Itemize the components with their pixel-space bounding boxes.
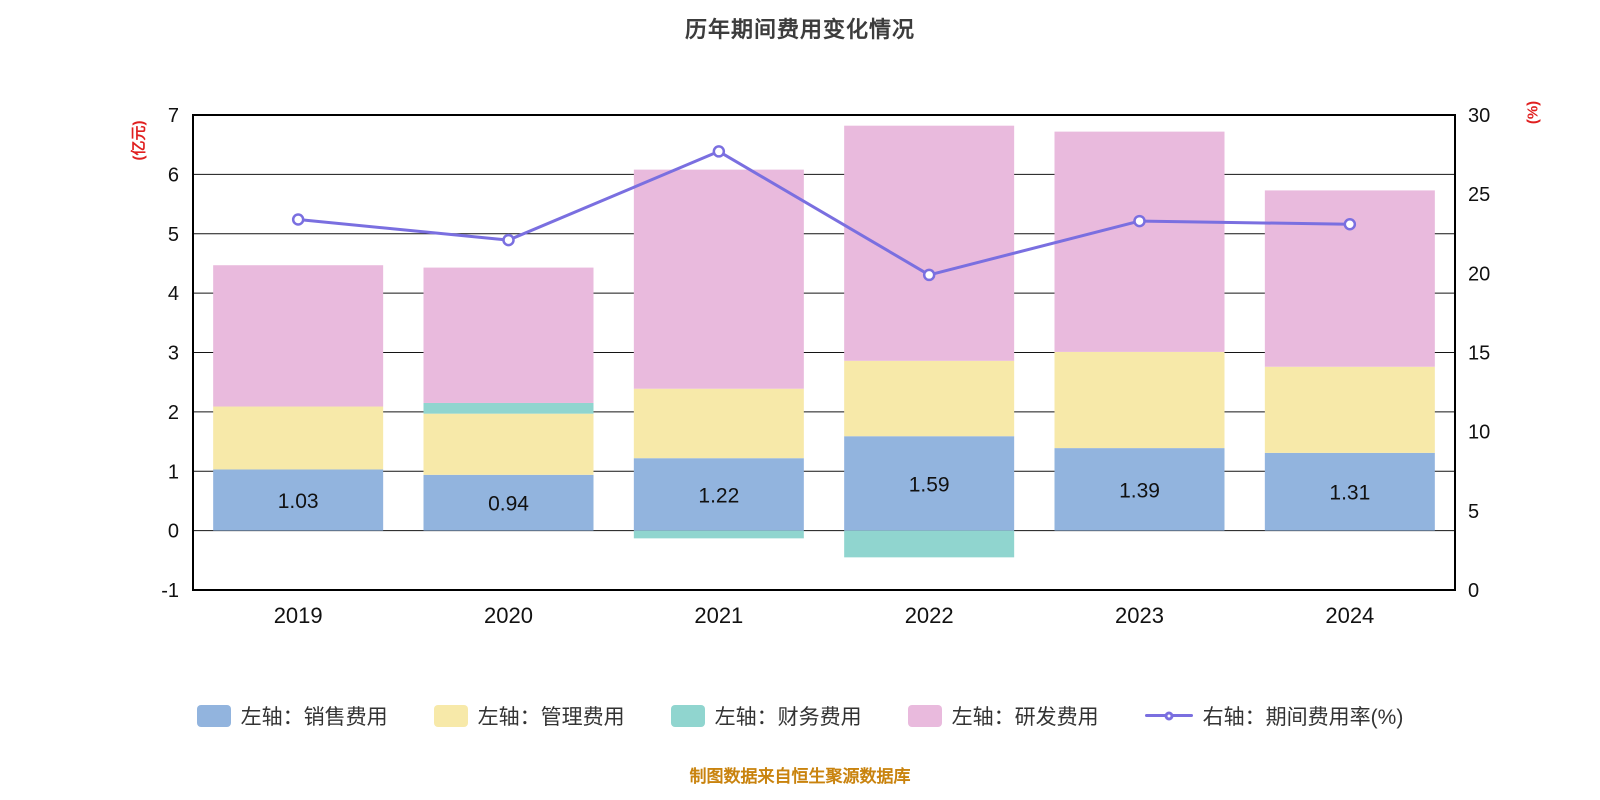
bar-segment-2022-s2: [844, 530, 1015, 558]
right-tick-label: 20: [1468, 263, 1490, 285]
rate-point-2021: [712, 145, 726, 158]
right-tick-label: 10: [1468, 422, 1490, 444]
bar-segment-2019-s3: [213, 265, 384, 407]
bar-value-label-2024: 1.31: [1329, 482, 1370, 505]
legend-item-bar-1[interactable]: 左轴：管理费用: [433, 701, 625, 731]
bar-segment-2021-s1: [633, 388, 804, 459]
legend-swatch: [196, 705, 231, 727]
bar-segment-2020-s3: [423, 267, 594, 403]
bar-segment-2020-s2: [423, 402, 594, 414]
legend-label: 右轴：期间费用率(%): [1202, 706, 1404, 729]
legend-swatch: [907, 705, 942, 727]
bar-segment-2021-s2: [633, 530, 804, 539]
left-tick-label: 7: [168, 105, 179, 127]
left-tick-label: -1: [161, 580, 179, 602]
legend-item-bar-0[interactable]: 左轴：销售费用: [196, 701, 388, 731]
bar-segment-2019-s0: [213, 469, 384, 531]
rate-point-2024: [1343, 218, 1357, 231]
right-tick-label: 30: [1468, 105, 1490, 127]
legend: 左轴：销售费用 左轴：管理费用 左轴：财务费用 左轴：研发费用 右轴：期间费用率(%): [0, 701, 1600, 731]
source-note: 制图数据来自恒生聚源数据库: [689, 767, 911, 786]
bar-segment-2019-s1: [213, 406, 384, 470]
legend-item-bar-2[interactable]: 左轴：财务费用: [670, 701, 862, 731]
legend-item-bar-3[interactable]: 左轴：研发费用: [907, 701, 1099, 731]
left-tick-label: 1: [168, 461, 179, 483]
bar-segment-2021-s0: [633, 458, 804, 531]
legend-label: 左轴：研发费用: [951, 706, 1099, 729]
right-tick-label: 25: [1468, 184, 1490, 206]
x-tick-label-2019: 2019: [274, 603, 323, 628]
rate-point-2022: [922, 268, 936, 282]
bar-value-label-2022: 1.59: [909, 473, 950, 496]
bar-segment-2020-s1: [423, 413, 594, 475]
legend-swatch: [670, 705, 705, 727]
bar-segment-2023-s0: [1054, 448, 1225, 531]
bar-segment-2022-s3: [844, 125, 1015, 361]
x-tick-label-2021: 2021: [694, 603, 743, 628]
legend-line-marker: [1144, 705, 1193, 727]
bar-segment-2022-s1: [844, 360, 1015, 437]
bar-segment-2023-s3: [1054, 131, 1225, 352]
bar-segment-2024-s0: [1264, 452, 1435, 531]
bar-segment-2024-s1: [1264, 366, 1435, 453]
bar-value-label-2023: 1.39: [1119, 479, 1160, 502]
left-tick-label: 0: [168, 521, 179, 543]
x-tick-label-2024: 2024: [1325, 603, 1374, 628]
legend-label: 左轴：销售费用: [240, 706, 388, 729]
left-tick-label: 4: [168, 283, 179, 305]
right-tick-label: 0: [1468, 580, 1479, 602]
bar-segment-2023-s1: [1054, 351, 1225, 449]
plot-frame: [192, 114, 1456, 591]
right-tick-label: 15: [1468, 343, 1490, 365]
bar-value-label-2021: 1.22: [698, 484, 739, 507]
bar-value-label-2019: 1.03: [278, 490, 319, 513]
x-tick-label-2023: 2023: [1115, 603, 1164, 628]
legend-item-rate-line[interactable]: 右轴：期间费用率(%): [1144, 701, 1404, 731]
legend-label: 左轴：管理费用: [477, 706, 625, 729]
rate-point-2023: [1133, 214, 1146, 228]
bar-segment-2024-s3: [1264, 190, 1435, 367]
rate-point-2020: [502, 233, 515, 247]
bar-value-label-2020: 0.94: [488, 493, 529, 516]
left-tick-label: 6: [168, 164, 179, 186]
chart-title: 历年期间费用变化情况: [684, 17, 915, 42]
left-tick-label: 5: [168, 224, 179, 246]
bar-segment-2022-s0: [844, 436, 1015, 531]
rate-point-2019: [291, 213, 305, 226]
legend-swatch: [433, 705, 468, 727]
rate-line: [298, 149, 1350, 277]
bar-segment-2020-s0: [423, 474, 594, 531]
right-tick-label: 5: [1468, 501, 1479, 523]
bar-segment-2021-s3: [633, 169, 804, 389]
x-tick-label-2022: 2022: [905, 603, 954, 628]
left-tick-label: 2: [168, 402, 179, 424]
legend-label: 左轴：财务费用: [714, 706, 862, 729]
x-tick-label-2020: 2020: [484, 603, 533, 628]
left-tick-label: 3: [168, 343, 179, 365]
